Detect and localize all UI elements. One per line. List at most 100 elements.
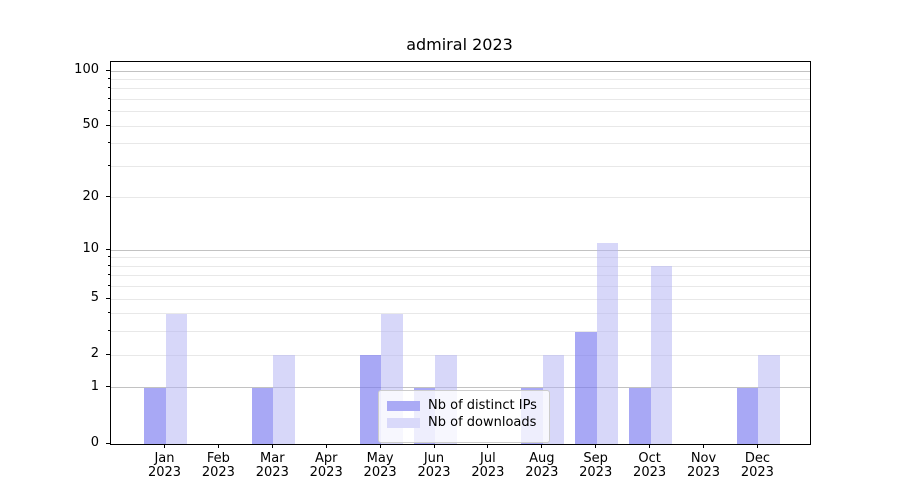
y-tick-20 bbox=[106, 196, 110, 198]
y-tick-minor-80 bbox=[108, 87, 110, 89]
x-tick-year-aug: 2023 bbox=[525, 465, 559, 480]
gridline-minor-40 bbox=[111, 143, 810, 145]
x-tick-label-mar: Mar 2023 bbox=[242, 452, 302, 480]
gridline-major-1 bbox=[111, 387, 810, 389]
y-tick-minor-3 bbox=[108, 330, 110, 332]
x-tick-jun bbox=[433, 444, 435, 448]
gridline-minor-50 bbox=[111, 125, 810, 127]
y-tick-label-0: 0 bbox=[90, 435, 99, 450]
gridline-minor-4 bbox=[111, 313, 810, 315]
x-tick-label-apr: Apr 2023 bbox=[296, 452, 356, 480]
y-tick-5 bbox=[106, 297, 110, 299]
x-tick-month-oct: Oct bbox=[638, 451, 661, 466]
y-tick-100 bbox=[106, 69, 110, 71]
gridline-minor-2 bbox=[111, 354, 810, 356]
x-tick-year-feb: 2023 bbox=[201, 465, 235, 480]
x-tick-month-sep: Sep bbox=[583, 451, 608, 466]
y-tick-label-100: 100 bbox=[74, 62, 99, 77]
y-tick-minor-70 bbox=[108, 97, 110, 99]
y-tick-10 bbox=[106, 248, 110, 250]
gridline-minor-6 bbox=[111, 286, 810, 288]
bar-distinct-ips-sep bbox=[575, 331, 597, 444]
legend-entry-0: Nb of distinct IPs bbox=[379, 397, 549, 414]
x-tick-label-dec: Dec 2023 bbox=[727, 452, 787, 480]
gridline-minor-30 bbox=[111, 165, 810, 167]
x-tick-nov bbox=[703, 444, 704, 448]
bar-distinct-ips-may bbox=[359, 355, 382, 444]
gridline-minor-60 bbox=[111, 111, 810, 113]
x-tick-may bbox=[379, 444, 381, 448]
x-tick-year-jan: 2023 bbox=[147, 465, 182, 480]
y-tick-1 bbox=[106, 386, 110, 388]
x-tick-feb bbox=[217, 444, 219, 448]
plot-area bbox=[110, 61, 811, 445]
y-tick-label-50: 50 bbox=[82, 117, 99, 133]
y-tick-label-20: 20 bbox=[82, 188, 99, 204]
gridline-minor-70 bbox=[111, 98, 810, 100]
bar-distinct-ips-dec bbox=[736, 387, 759, 444]
x-tick-year-oct: 2023 bbox=[633, 465, 667, 480]
x-tick-year-dec: 2023 bbox=[740, 465, 774, 480]
x-tick-label-nov: Nov 2023 bbox=[674, 452, 734, 480]
bar-distinct-ips-mar bbox=[251, 387, 274, 444]
bar-downloads-dec bbox=[758, 355, 780, 444]
x-tick-year-mar: 2023 bbox=[255, 465, 289, 480]
x-tick-label-jul: Jul 2023 bbox=[458, 452, 518, 480]
y-tick-label-2: 2 bbox=[90, 346, 99, 362]
bar-downloads-oct bbox=[650, 266, 673, 444]
gridline-minor-5 bbox=[111, 298, 810, 300]
legend-swatch-0 bbox=[387, 400, 420, 411]
x-tick-label-oct: Oct 2023 bbox=[620, 452, 680, 480]
y-tick-0 bbox=[106, 442, 110, 444]
legend-label-1: Nb of downloads bbox=[428, 415, 537, 430]
x-tick-year-may: 2023 bbox=[363, 465, 397, 480]
x-tick-sep bbox=[595, 444, 597, 448]
x-tick-year-sep: 2023 bbox=[579, 465, 613, 480]
x-tick-dec bbox=[756, 444, 758, 448]
gridline-minor-9 bbox=[111, 257, 810, 259]
x-tick-jul bbox=[487, 444, 489, 448]
bar-distinct-ips-jan bbox=[144, 387, 166, 444]
x-tick-month-jan: Jan bbox=[154, 451, 175, 466]
y-tick-label-1: 1 bbox=[90, 378, 99, 394]
x-tick-month-jun: Jun bbox=[423, 451, 445, 466]
y-tick-minor-9 bbox=[108, 256, 110, 258]
x-tick-year-jun: 2023 bbox=[417, 465, 451, 480]
y-tick-minor-90 bbox=[108, 77, 110, 79]
y-tick-label-10: 10 bbox=[82, 241, 99, 257]
y-tick-50 bbox=[106, 124, 110, 126]
gridline-major-10 bbox=[111, 249, 810, 251]
gridline-minor-90 bbox=[111, 78, 810, 80]
gridline-major-100 bbox=[111, 70, 810, 72]
y-tick-minor-30 bbox=[108, 164, 110, 166]
y-tick-label-5: 5 bbox=[90, 290, 99, 306]
y-tick-minor-7 bbox=[108, 274, 110, 276]
x-tick-month-dec: Dec bbox=[744, 451, 770, 466]
y-tick-minor-60 bbox=[108, 110, 110, 112]
x-tick-label-feb: Feb 2023 bbox=[188, 452, 248, 480]
bar-distinct-ips-oct bbox=[629, 387, 651, 444]
gridline-minor-80 bbox=[111, 88, 810, 90]
x-tick-year-jul: 2023 bbox=[471, 465, 505, 480]
gridline-minor-20 bbox=[111, 197, 810, 199]
legend-swatch-1 bbox=[387, 417, 420, 428]
x-tick-label-jan: Jan 2023 bbox=[135, 452, 195, 480]
x-tick-label-jun: Jun 2023 bbox=[404, 452, 464, 480]
x-tick-month-mar: Mar bbox=[260, 451, 285, 466]
gridline-minor-3 bbox=[111, 331, 810, 333]
x-tick-year-nov: 2023 bbox=[686, 465, 721, 480]
bar-downloads-mar bbox=[273, 355, 295, 444]
legend: Nb of distinct IPs Nb of downloads bbox=[378, 390, 550, 443]
x-tick-year-apr: 2023 bbox=[309, 465, 343, 480]
x-tick-month-aug: Aug bbox=[529, 451, 555, 466]
y-tick-minor-4 bbox=[108, 312, 110, 314]
x-tick-month-may: May bbox=[366, 451, 394, 466]
bar-downloads-sep bbox=[596, 243, 619, 444]
x-tick-label-aug: Aug 2023 bbox=[512, 452, 572, 480]
y-tick-minor-6 bbox=[108, 285, 110, 287]
gridline-minor-7 bbox=[111, 275, 810, 277]
y-tick-minor-40 bbox=[108, 142, 110, 144]
x-tick-month-jul: Jul bbox=[480, 451, 496, 466]
x-tick-mar bbox=[271, 444, 273, 448]
